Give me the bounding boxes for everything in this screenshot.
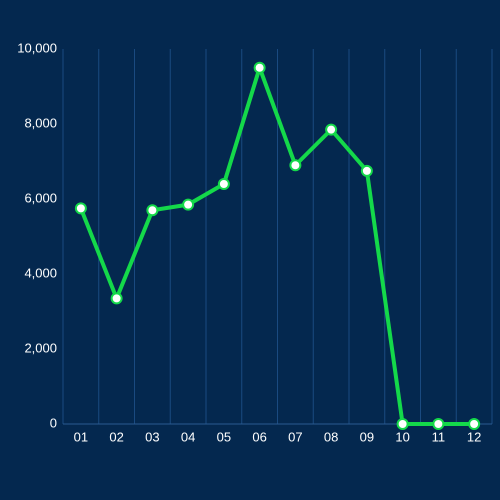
x-tick-label: 02 <box>109 429 123 444</box>
point <box>468 418 481 430</box>
point <box>146 204 159 217</box>
x-tick-label: 06 <box>252 429 266 444</box>
x-tick-label: 12 <box>467 429 481 444</box>
y-tick-label: 0 <box>50 415 57 430</box>
x-tick-label: 04 <box>181 429 195 444</box>
point <box>396 418 409 430</box>
y-tick-label: 8,000 <box>24 115 57 130</box>
point <box>74 202 87 215</box>
x-tick-label: 09 <box>360 429 374 444</box>
x-tick-label: 08 <box>324 429 338 444</box>
x-tick-label: 11 <box>432 429 446 444</box>
point <box>325 123 338 136</box>
x-tick-label: 05 <box>217 429 231 444</box>
y-tick-label: 4,000 <box>24 265 57 280</box>
x-tick-label: 03 <box>145 429 159 444</box>
point <box>217 178 230 190</box>
point <box>182 198 195 211</box>
point <box>289 159 302 172</box>
x-tick-label: 07 <box>288 429 302 444</box>
x-tick-label: 01 <box>74 429 88 444</box>
point <box>360 164 373 177</box>
y-tick-label: 2,000 <box>24 340 57 355</box>
x-tick-label: 10 <box>395 429 409 444</box>
point <box>432 418 445 430</box>
y-tick-label: 6,000 <box>24 190 57 205</box>
y-tick-label: 10,000 <box>17 40 57 55</box>
point <box>253 61 266 74</box>
point <box>110 292 123 305</box>
